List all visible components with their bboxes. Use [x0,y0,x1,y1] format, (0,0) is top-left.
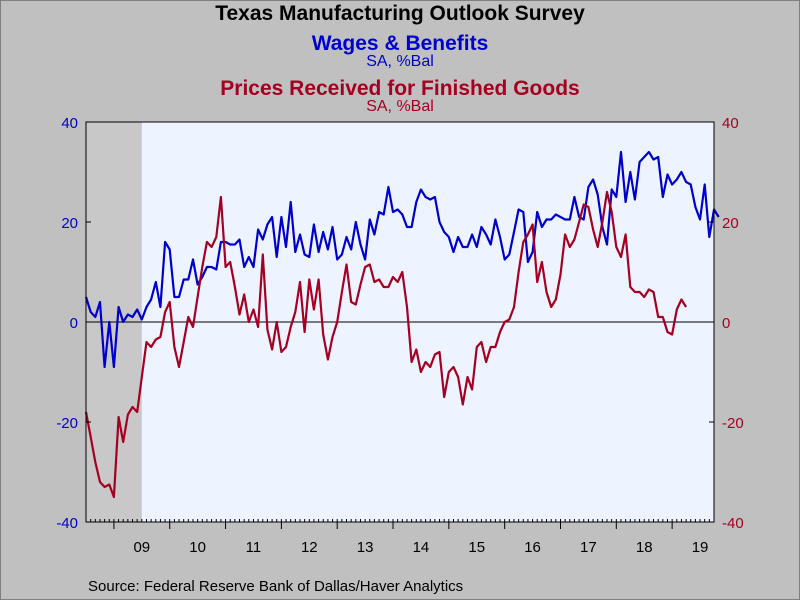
series1-unit: SA, %Bal [366,53,434,70]
series2-unit: SA, %Bal [366,98,434,115]
x-tick-label: 13 [357,539,374,556]
x-tick-label: 10 [189,539,206,556]
x-tick-label: 17 [580,539,597,556]
y-tick-label-right: 40 [722,115,739,132]
y-tick-label-right: 0 [722,315,730,332]
y-tick-label-right: 20 [722,215,739,232]
x-tick-label: 09 [133,539,150,556]
x-tick-label: 12 [301,539,318,556]
x-tick-label: 15 [468,539,485,556]
y-tick-label-right: -20 [722,415,744,432]
y-tick-label-left: -20 [56,415,78,432]
series-line-1 [84,150,720,369]
series1-title: Wages & Benefits [311,32,489,55]
x-tick-label: 11 [246,539,262,556]
x-tick-label: 16 [524,539,541,556]
source-note: Source: Federal Reserve Bank of Dallas/H… [88,578,464,595]
x-tick-label: 18 [636,539,653,556]
y-tick-label-left: 20 [61,215,78,232]
y-tick-label-right: -40 [722,515,744,532]
y-tick-label-left: 0 [70,315,78,332]
chart-title: Texas Manufacturing Outlook Survey [215,2,585,25]
x-tick-label: 14 [413,539,430,556]
y-tick-label-left: -40 [56,515,78,532]
series-line-2 [84,190,688,499]
y-tick-label-left: 40 [61,115,78,132]
x-tick-label: 19 [692,539,709,556]
series2-title: Prices Received for Finished Goods [220,77,580,100]
